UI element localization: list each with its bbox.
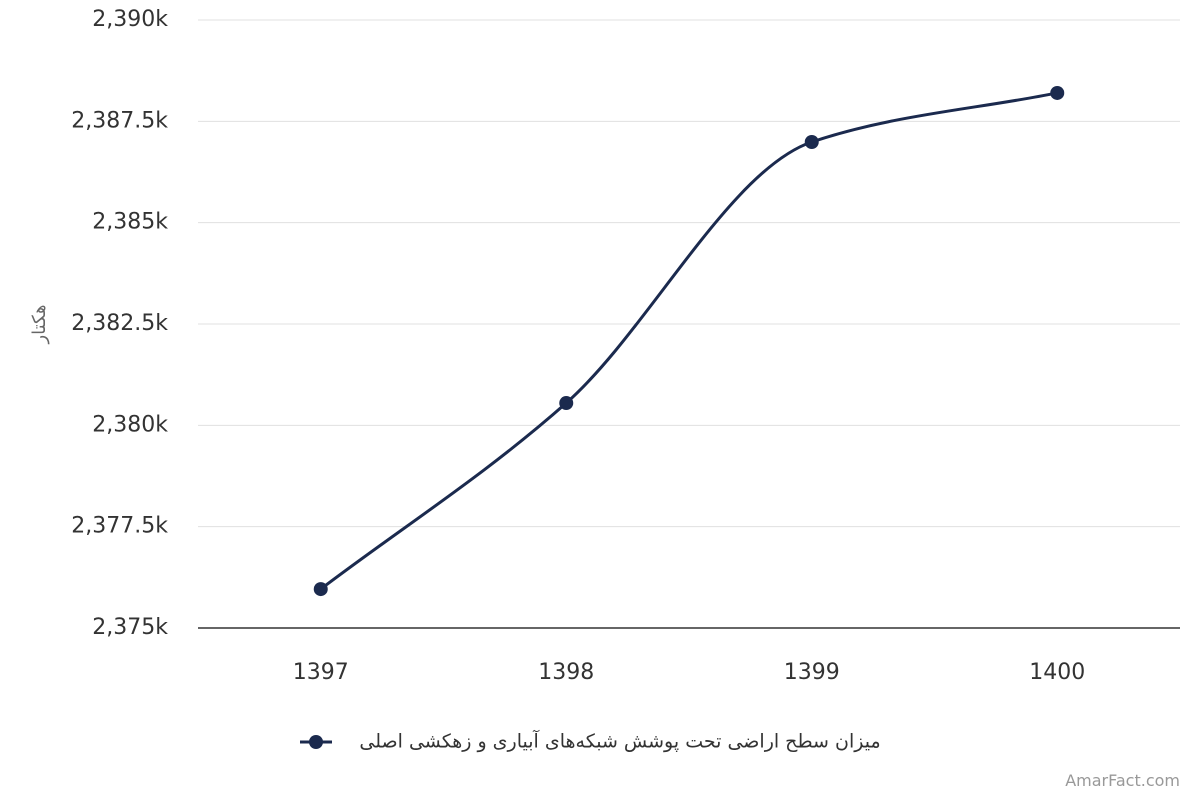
x-tick-label: 1397 [293,660,349,685]
line [319,91,1058,591]
y-tick-label: 2,390k [92,7,168,32]
y-tick-label: 2,385k [92,210,168,235]
y-tick-label: 2,382.5k [71,311,168,336]
marker [313,582,328,597]
x-tick-label: 1398 [538,660,594,685]
y-axis-label: هکتار [29,304,50,344]
legend-label: میزان سطح اراضی تحت پوشش شبکه‌های آبیاری… [359,729,880,753]
x-tick-label: 1399 [784,660,840,685]
y-tick-label: 2,387.5k [71,108,168,133]
y-tick-label: 2,380k [92,412,168,437]
marker [1050,85,1065,100]
credit: AmarFact.com [1065,771,1180,790]
marker [804,135,819,150]
legend-marker [309,735,323,749]
y-tick-label: 2,375k [92,615,168,640]
x-tick-label: 1400 [1029,660,1085,685]
marker [559,396,574,411]
y-tick-label: 2,377.5k [71,514,168,539]
